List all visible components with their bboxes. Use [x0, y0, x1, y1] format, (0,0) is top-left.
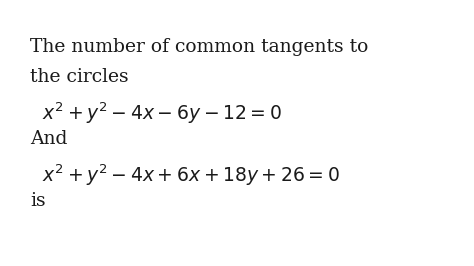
Text: The number of common tangents to: The number of common tangents to: [30, 38, 368, 56]
Text: the circles: the circles: [30, 68, 128, 86]
Text: $x^2 + y^2 - 4x + 6x + 18y + 26 = 0$: $x^2 + y^2 - 4x + 6x + 18y + 26 = 0$: [42, 162, 340, 188]
Text: And: And: [30, 130, 67, 148]
Text: is: is: [30, 192, 46, 210]
Text: $x^2 + y^2 - 4x - 6y - 12 = 0$: $x^2 + y^2 - 4x - 6y - 12 = 0$: [42, 100, 282, 126]
